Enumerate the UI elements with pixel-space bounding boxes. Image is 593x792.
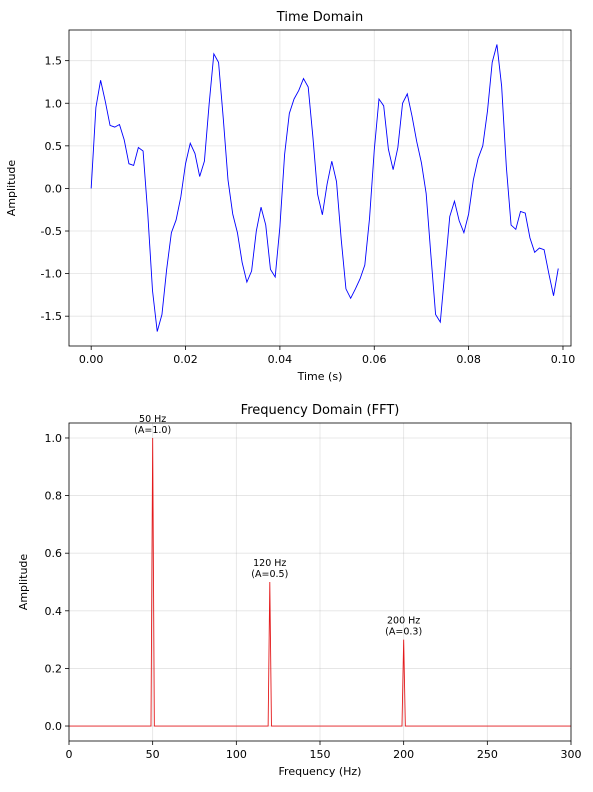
x-tick-label: 0.08 [456, 353, 481, 366]
x-tick-label: 300 [561, 748, 582, 761]
chart-title: Frequency Domain (FFT) [241, 403, 400, 418]
x-tick-label: 50 [146, 748, 160, 761]
y-tick-label: 1.5 [45, 55, 63, 68]
x-tick-label: 0.04 [268, 353, 293, 366]
y-tick-label: -1.5 [41, 310, 62, 323]
chart-title: Time Domain [276, 10, 363, 25]
x-tick-label: 150 [310, 748, 331, 761]
annotation: 200 Hz (A=0.3) [385, 616, 422, 638]
annotation-line: (A=1.0) [134, 425, 171, 436]
y-axis-label: Amplitude [17, 554, 30, 611]
y-tick-label: -1.0 [41, 268, 62, 281]
annotation-line: 120 Hz [253, 558, 286, 569]
annotation-line: (A=0.5) [251, 569, 288, 580]
x-tick-label: 100 [226, 748, 247, 761]
y-tick-label: 0.5 [45, 140, 63, 153]
axes-frame [68, 29, 572, 347]
y-tick-label: 0.8 [45, 490, 63, 503]
y-tick-label: 0.0 [45, 720, 63, 733]
annotation-line: 200 Hz [387, 616, 420, 627]
annotation: 120 Hz (A=0.5) [251, 558, 288, 580]
x-tick-label: 0 [66, 748, 73, 761]
x-axis-label: Frequency (Hz) [279, 765, 362, 778]
y-tick-label: 0.0 [45, 182, 63, 195]
axes-frame [68, 422, 572, 742]
y-tick-label: 1.0 [45, 432, 63, 445]
y-tick-label: 1.0 [45, 97, 63, 110]
x-tick-label: 0.06 [362, 353, 387, 366]
annotation-line: 50 Hz [139, 414, 166, 425]
data-line [90, 44, 559, 332]
x-tick-label: 200 [393, 748, 414, 761]
y-axis-label: Amplitude [5, 160, 18, 217]
data-line [69, 437, 571, 727]
x-tick-label: 250 [477, 748, 498, 761]
y-tick-label: -0.5 [41, 225, 62, 238]
y-tick-label: 0.6 [45, 547, 63, 560]
x-tick-label: 0.00 [79, 353, 104, 366]
x-tick-label: 0.10 [551, 353, 576, 366]
annotation-line: (A=0.3) [385, 627, 422, 638]
x-axis-label: Time (s) [297, 370, 343, 383]
y-tick-label: 0.2 [45, 662, 63, 675]
y-tick-label: 0.4 [45, 605, 63, 618]
annotation: 50 Hz (A=1.0) [134, 414, 171, 436]
x-tick-label: 0.02 [173, 353, 198, 366]
